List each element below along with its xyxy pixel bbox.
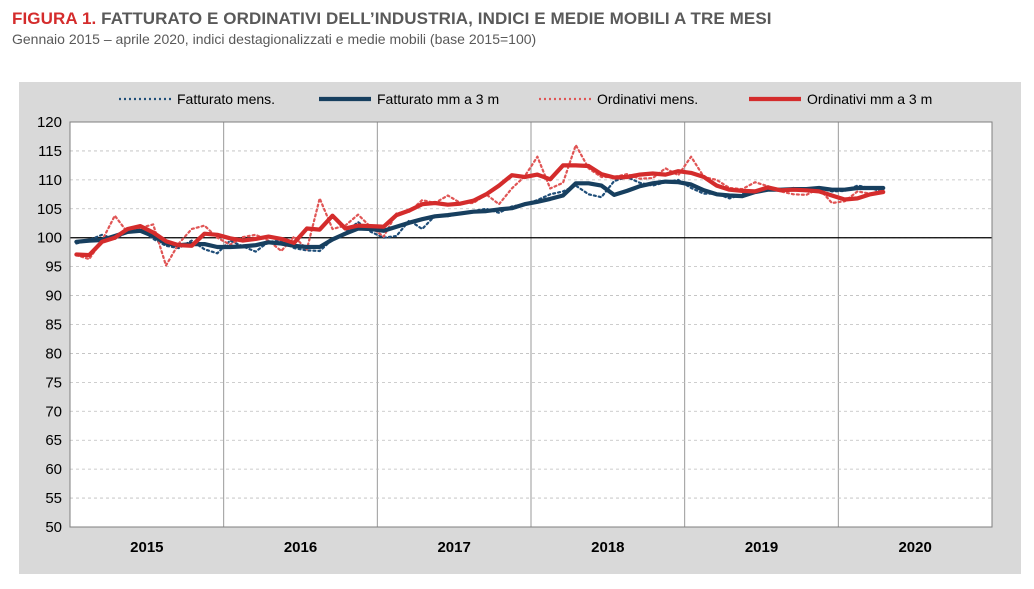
y-tick-label: 85 [45,317,62,334]
series-line-1 [74,179,886,250]
y-tick-label: 95 [45,259,62,276]
plot-border [69,121,993,528]
y-tick-label: 65 [45,432,62,449]
figure-label: FIGURA 1. [12,9,97,28]
y-tick-label: 55 [45,490,62,507]
x-tick-label: 2020 [898,539,931,556]
y-tick-label: 90 [45,288,62,305]
y-tick-label: 100 [37,230,62,247]
legend-label: Ordinativi mm a 3 m [807,91,932,107]
x-tick-label: 2018 [591,539,624,556]
y-tick-label: 70 [45,403,62,420]
y-tick-label: 50 [45,519,62,536]
figure-subtitle: Gennaio 2015 – aprile 2020, indici desta… [12,31,537,47]
series-line-3 [74,163,886,258]
y-tick-label: 105 [37,201,62,218]
y-tick-label: 120 [37,114,62,131]
y-tick-label: 75 [45,374,62,391]
figure-heading: FIGURA 1. FATTURATO E ORDINATIVI DELL’IN… [12,9,772,29]
y-tick-label: 115 [38,143,62,160]
legend-label: Ordinativi mens. [597,91,698,107]
legend-label: Fatturato mm a 3 m [377,91,499,107]
y-tick-label: 60 [45,461,62,478]
figure-title: FATTURATO E ORDINATIVI DELL’INDUSTRIA, I… [101,9,772,28]
x-tick-label: 2016 [284,539,317,556]
chart-panel: 50 55 60 65 70 75 80 85 90 95 100 105 110 115 120 2015 2… [19,82,1021,574]
y-tick-label: 80 [45,345,62,362]
legend-label: Fatturato mens. [177,91,275,107]
x-tick-label: 2017 [437,539,470,556]
y-tick-label: 110 [38,172,62,189]
x-tick-label: 2015 [130,539,163,556]
x-tick-label: 2019 [745,539,778,556]
line-chart: 50 55 60 65 70 75 80 85 90 95 100 105 110 115 120 2015 2… [37,91,993,556]
